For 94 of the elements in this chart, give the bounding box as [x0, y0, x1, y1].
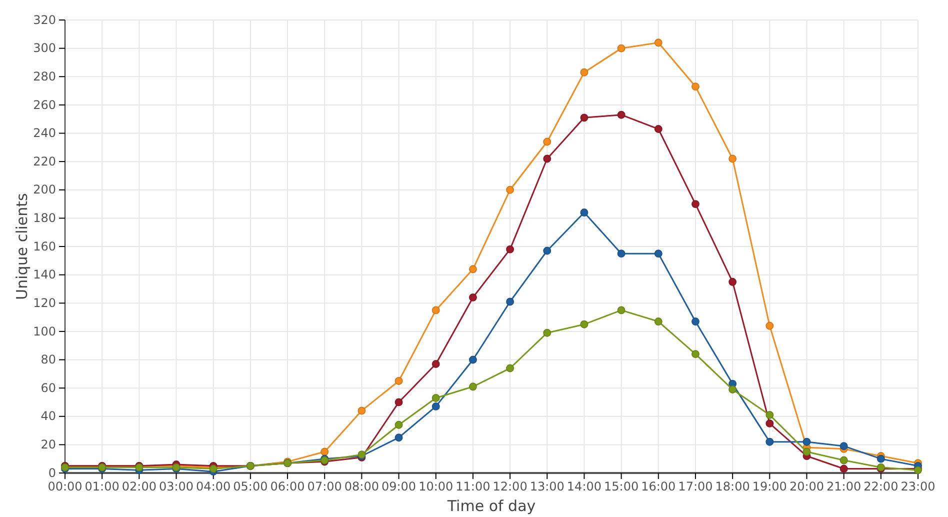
point	[543, 138, 552, 146]
point	[580, 114, 588, 122]
point	[543, 246, 552, 255]
x-tick-label: 19:00	[752, 480, 787, 494]
point	[654, 125, 662, 133]
y-tick-label: 220	[33, 154, 56, 168]
x-tick-label: 13:00	[530, 480, 564, 494]
x-tick-label: 18:00	[715, 480, 750, 494]
x-tick-label: 20:00	[789, 480, 824, 494]
x-tick-label: 01:00	[84, 480, 120, 494]
point	[358, 406, 366, 415]
x-tick-label: 12:00	[492, 480, 528, 494]
x-tick-label: 16:00	[641, 480, 676, 494]
point	[728, 154, 737, 163]
point	[580, 208, 588, 216]
y-tick-label: 20	[40, 438, 56, 452]
point	[543, 154, 552, 163]
x-tick-label: 05:00	[233, 480, 268, 494]
point	[432, 394, 440, 402]
x-tick-label: 14:00	[566, 480, 602, 494]
point	[617, 250, 626, 258]
point	[654, 250, 662, 258]
point	[766, 322, 774, 330]
y-axis-title: Unique clients	[13, 192, 31, 300]
point	[692, 82, 700, 90]
point	[506, 186, 514, 194]
x-tick-label: 09:00	[381, 480, 416, 494]
y-tick-label: 120	[33, 296, 56, 310]
x-tick-label: 22:00	[864, 480, 898, 494]
y-tick-label: 160	[33, 239, 56, 254]
point	[766, 438, 774, 446]
x-tick-label: 03:00	[158, 480, 194, 494]
y-tick-label: 240	[33, 126, 56, 140]
point	[432, 402, 440, 410]
point	[617, 306, 626, 314]
y-tick-label: 300	[33, 41, 56, 56]
x-tick-label: 17:00	[678, 480, 713, 494]
point	[468, 382, 477, 391]
point	[728, 278, 737, 286]
point	[432, 306, 440, 314]
x-axis-title: Time of day	[446, 497, 536, 515]
point	[766, 419, 774, 428]
point	[728, 386, 737, 394]
x-tick-label: 00:00	[48, 480, 82, 494]
point	[580, 320, 588, 328]
point	[802, 438, 811, 446]
point	[394, 434, 403, 442]
x-tick-label: 10:00	[418, 480, 454, 494]
x-tick-label: 02:00	[122, 480, 156, 494]
point	[468, 294, 477, 302]
point	[654, 38, 662, 47]
y-tick-label: 80	[40, 352, 56, 367]
point	[876, 454, 885, 463]
y-tick-label: 260	[33, 98, 56, 112]
x-tick-label: 07:00	[307, 480, 342, 494]
point	[840, 456, 848, 464]
point	[432, 360, 440, 368]
x-tick-label: 08:00	[344, 480, 379, 494]
y-tick-label: 100	[33, 324, 56, 338]
point	[802, 448, 811, 456]
point	[468, 265, 477, 274]
point	[617, 44, 626, 52]
point	[617, 110, 626, 119]
point	[840, 464, 848, 473]
point	[468, 356, 477, 364]
point	[692, 350, 700, 358]
point	[394, 398, 403, 406]
point	[320, 448, 329, 456]
x-tick-label: 06:00	[270, 480, 305, 494]
x-tick-label: 11:00	[456, 480, 490, 494]
point	[506, 298, 514, 306]
point	[840, 442, 848, 450]
point	[506, 245, 514, 254]
point	[692, 318, 700, 326]
x-tick-label: 21:00	[826, 480, 862, 494]
point	[543, 328, 552, 337]
point	[394, 420, 403, 429]
y-tick-label: 200	[33, 182, 56, 197]
x-tick-label: 23:00	[900, 480, 936, 494]
y-tick-label: 320	[33, 12, 56, 27]
y-tick-label: 280	[33, 69, 56, 84]
point	[692, 200, 700, 208]
point	[580, 68, 588, 76]
point	[394, 377, 403, 385]
x-tick-label: 04:00	[196, 480, 231, 494]
y-tick-label: 180	[33, 211, 56, 226]
point	[766, 411, 774, 419]
y-tick-label: 0	[48, 466, 56, 480]
y-tick-label: 60	[40, 380, 56, 395]
y-tick-label: 40	[40, 409, 56, 424]
point	[506, 364, 514, 372]
y-tick-label: 140	[33, 268, 56, 282]
point	[654, 318, 662, 326]
x-tick-label: 15:00	[604, 480, 639, 494]
